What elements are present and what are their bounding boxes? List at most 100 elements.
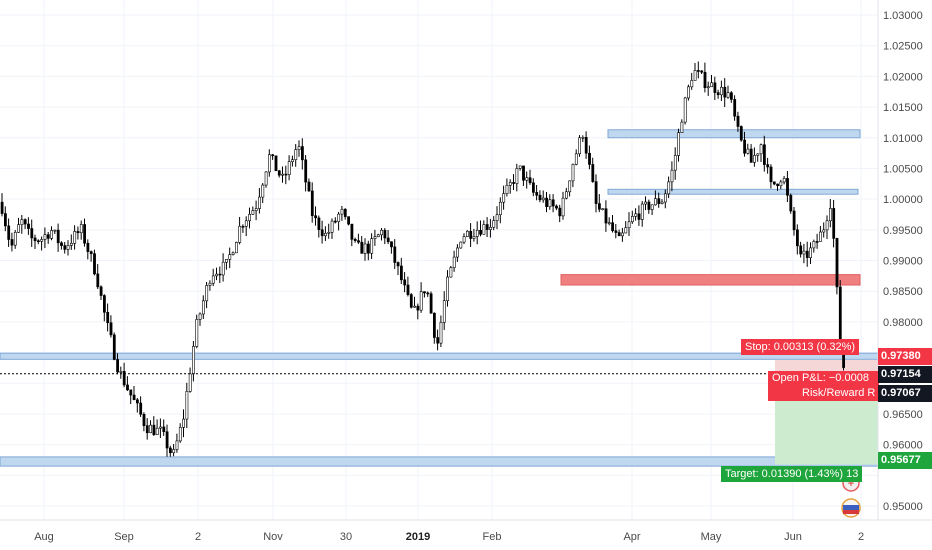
stop-label[interactable]: Stop: 0.00313 (0.32%) <box>741 339 860 355</box>
candle-body <box>225 258 228 263</box>
candle-body <box>683 97 687 123</box>
candle-body <box>119 371 123 373</box>
candle-body <box>185 391 189 420</box>
candle-body <box>350 223 354 240</box>
candle-body <box>73 231 77 244</box>
candle-body <box>241 225 245 228</box>
price-tick-label: 0.99000 <box>883 256 923 268</box>
candle-body <box>805 250 809 258</box>
candle-body <box>588 152 591 165</box>
candle-body <box>776 183 780 187</box>
candle-body <box>482 224 486 235</box>
candle-body <box>799 245 803 255</box>
candle-body <box>423 291 426 294</box>
candle-body <box>571 164 575 182</box>
candle-body <box>221 261 225 276</box>
candle-body <box>545 197 549 207</box>
price-axis[interactable]: 1.03000 1.02500 1.02000 1.01500 1.01000 1.005… <box>883 10 923 513</box>
candle-body <box>564 191 568 199</box>
candle-body <box>644 201 648 205</box>
candle-body <box>198 313 202 320</box>
candle-body <box>386 237 390 243</box>
candle-body <box>320 229 324 237</box>
candle-body <box>812 241 816 249</box>
candle-body <box>96 273 100 288</box>
price-axis-background[interactable] <box>878 0 932 520</box>
candle-body <box>376 234 380 238</box>
candle-body <box>129 389 133 396</box>
candle-body <box>637 213 641 220</box>
candle-body <box>264 171 268 186</box>
candle-body <box>469 230 473 239</box>
pnl-label-line1: Open P&L: −0.0008 <box>772 372 869 384</box>
time-tick-label: 30 <box>340 531 352 543</box>
candle-body <box>4 213 7 227</box>
candle-body <box>743 139 747 154</box>
candle-body <box>46 234 50 239</box>
candle-body <box>436 337 440 344</box>
candle-body <box>650 204 654 210</box>
price-tick-label: 0.95000 <box>883 501 923 513</box>
candle-body <box>667 181 671 195</box>
candle-body <box>76 231 80 234</box>
candle-body <box>126 384 129 391</box>
candle-body <box>769 166 773 183</box>
candle-body <box>786 178 789 196</box>
candle-body <box>647 201 651 210</box>
candle-body <box>106 311 110 324</box>
resistance-zone <box>607 188 859 195</box>
flag-icon <box>843 505 859 514</box>
candle-body <box>495 214 499 221</box>
red-zone <box>560 274 861 286</box>
candle-body <box>277 170 281 176</box>
candle-body <box>815 241 819 243</box>
candle-body <box>551 199 555 207</box>
candle-body <box>310 190 314 217</box>
candle-body <box>726 92 730 98</box>
candle-body <box>762 144 766 165</box>
candle-body <box>687 86 690 99</box>
target-label[interactable]: Target: 0.01390 (1.43%) 13 <box>721 466 863 482</box>
event-icon-1-glyph: + <box>848 478 854 490</box>
candle-body <box>574 153 578 165</box>
time-tick-label: Nov <box>263 531 283 543</box>
candle-body <box>561 197 565 217</box>
candle-body <box>822 229 826 233</box>
candle-body <box>766 164 770 168</box>
time-axis[interactable]: Aug Sep 2 Nov 30 2019 Feb Apr May Jun 2 <box>34 531 864 543</box>
candle-body <box>759 144 763 155</box>
candle-body <box>713 82 717 93</box>
flag-icon-stripes <box>843 510 859 514</box>
candle-body <box>406 284 410 295</box>
candle-body <box>621 232 624 237</box>
candle-body <box>13 232 17 246</box>
candle-body <box>192 346 195 375</box>
grid-lines <box>0 0 878 520</box>
candle-body <box>86 242 90 252</box>
candle-body <box>60 242 63 246</box>
candle-body <box>657 198 661 204</box>
candle-body <box>254 208 258 211</box>
price-tick-label: 1.00500 <box>883 163 923 175</box>
candle-body <box>416 305 420 311</box>
candle-body <box>399 265 403 281</box>
candle-body <box>749 148 753 163</box>
pnl-label[interactable]: Open P&L: −0.0008 Risk/Reward R <box>768 371 880 401</box>
candle-body <box>568 180 572 193</box>
candle-body <box>373 236 377 239</box>
candle-body <box>327 232 331 234</box>
candle-body <box>357 240 360 243</box>
candle-body <box>23 219 27 225</box>
candle-body <box>502 193 506 203</box>
candle-body <box>663 193 667 203</box>
candle-body <box>195 319 199 347</box>
candle-body <box>79 224 83 234</box>
candle-body <box>403 279 407 286</box>
candle-body <box>733 99 737 117</box>
price-badge-entry: 0.97067 <box>878 385 932 402</box>
candle-body <box>145 425 149 434</box>
candle-body <box>795 229 799 247</box>
candle-body <box>53 229 57 232</box>
candle-body <box>122 371 126 386</box>
